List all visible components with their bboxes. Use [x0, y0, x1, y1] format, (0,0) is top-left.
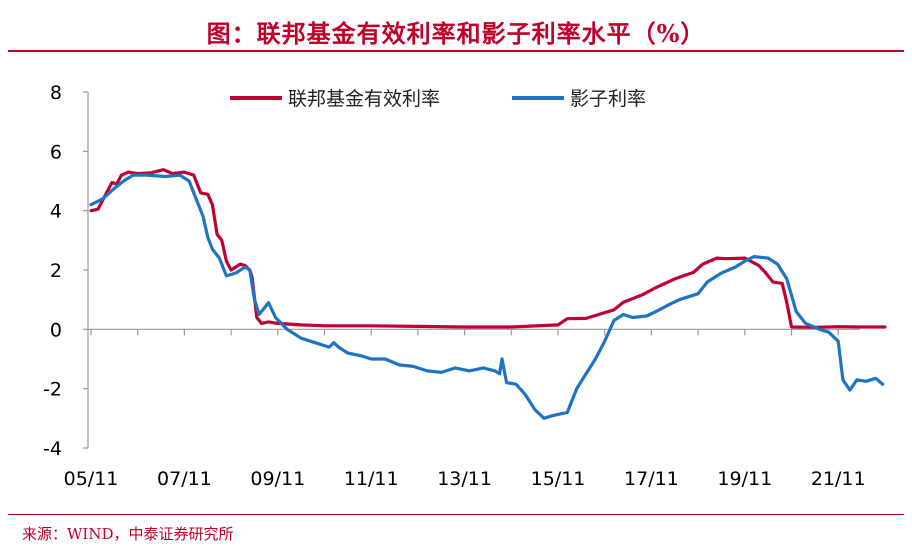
- y-tick-label: 2: [50, 260, 62, 282]
- x-tick-label: 05/11: [64, 468, 119, 490]
- source-rule: [8, 514, 904, 515]
- series-line-shadow-rate: [89, 173, 885, 420]
- x-tick-label: 07/11: [157, 468, 212, 490]
- legend-label: 影子利率: [570, 88, 646, 110]
- series-line-ffr: [89, 168, 887, 329]
- x-tick-label: 11/11: [344, 468, 399, 490]
- y-tick-label: 8: [50, 82, 62, 104]
- y-tick-label: 0: [50, 319, 62, 341]
- y-tick-label: 6: [50, 141, 62, 163]
- title-rule: [8, 50, 904, 52]
- y-tick-label: -4: [43, 438, 62, 460]
- x-tick-label: 13/11: [437, 468, 492, 490]
- chart-legend: 联邦基金有效利率 影子利率: [230, 88, 646, 110]
- chart-axes: -4 -2 0 2 4 6 8 05/11 07/11 09/11 11/11 13/11 15/11 1…: [43, 82, 866, 490]
- y-tick-label: -2: [43, 379, 62, 401]
- legend-label: 联邦基金有效利率: [288, 88, 440, 110]
- source-note: 来源：WIND，中泰证券研究所: [22, 525, 234, 543]
- chart-title: 图：联邦基金有效利率和影子利率水平（%）: [206, 19, 706, 48]
- x-tick-label: 15/11: [531, 468, 586, 490]
- legend-item-ffr: 联邦基金有效利率: [230, 88, 440, 110]
- x-tick-label: 21/11: [811, 468, 866, 490]
- x-tick-label: 17/11: [624, 468, 679, 490]
- y-tick-label: 4: [50, 201, 62, 223]
- x-tick-label: 19/11: [717, 468, 772, 490]
- chart-lines: [89, 168, 887, 420]
- x-tick-label: 09/11: [250, 468, 305, 490]
- legend-item-shadow-rate: 影子利率: [512, 88, 646, 110]
